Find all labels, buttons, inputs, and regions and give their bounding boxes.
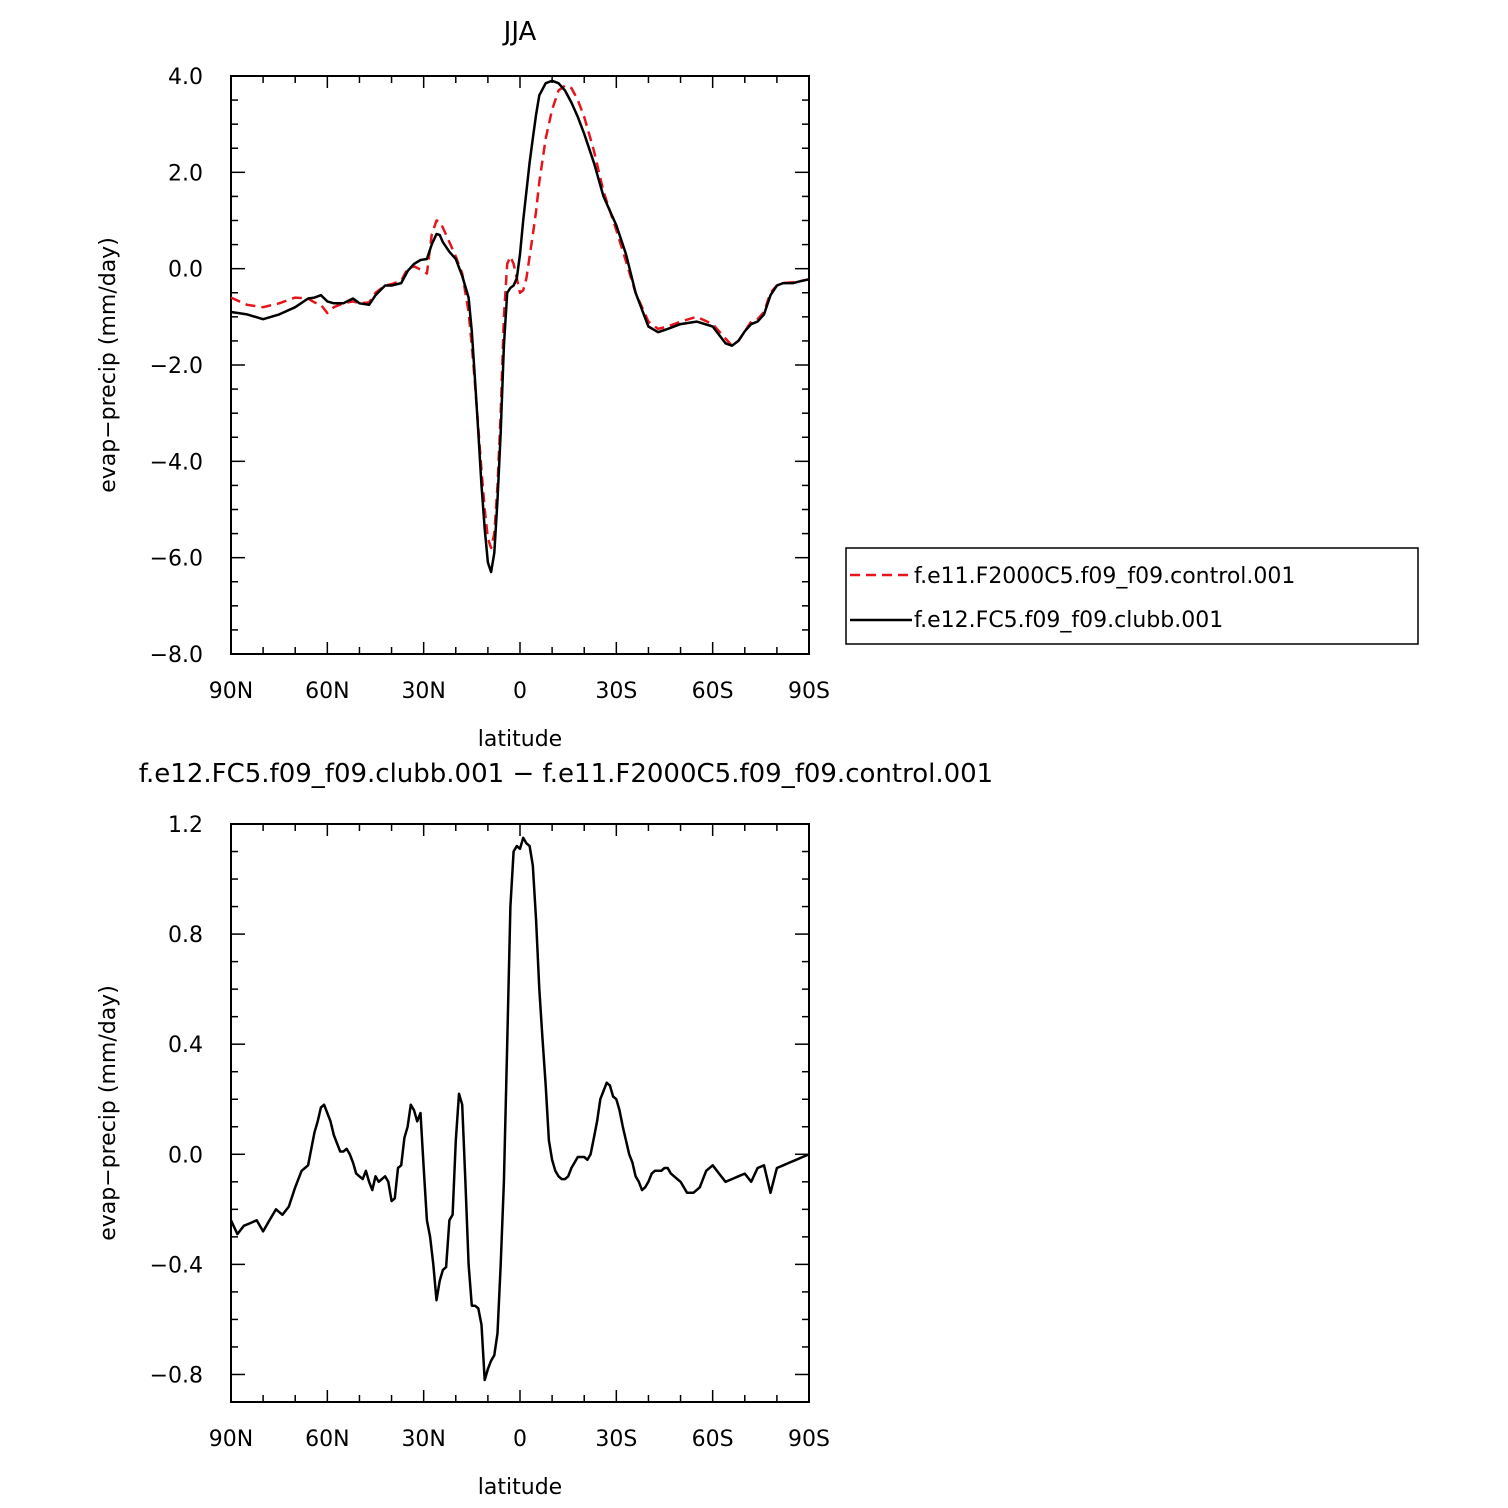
x-tick-label: 30N <box>401 679 445 704</box>
x-tick-label: 90S <box>788 679 830 704</box>
y-tick-label: −2.0 <box>150 354 203 379</box>
x-axis-label: latitude <box>478 727 562 752</box>
y-tick-label: −6.0 <box>150 547 203 572</box>
y-tick-label: 0.0 <box>168 258 203 283</box>
series-line-clubb <box>230 79 810 574</box>
y-axis-label: evap−precip (mm/day) <box>96 237 121 493</box>
legend-label-clubb: f.e12.FC5.f09_f09.clubb.001 <box>914 608 1223 633</box>
x-tick-label: 60S <box>692 679 734 704</box>
y-tick-label: 0.4 <box>168 1033 203 1058</box>
legend-box <box>845 547 1419 645</box>
plot-frame <box>230 823 810 1403</box>
y-tick-label: 4.0 <box>168 65 203 90</box>
legend: f.e11.F2000C5.f09_f09.control.001 f.e12.… <box>845 547 1419 645</box>
y-tick-label: −8.0 <box>150 643 203 668</box>
y-tick-label: 0.0 <box>168 1143 203 1168</box>
x-tick-label: 30N <box>401 1427 445 1452</box>
x-tick-label: 60N <box>305 1427 349 1452</box>
x-tick-label: 90S <box>788 1427 830 1452</box>
x-tick-label: 0 <box>513 1427 527 1452</box>
x-tick-label: 30S <box>595 679 637 704</box>
chart-title: JJA <box>502 17 537 47</box>
y-tick-label: −0.8 <box>150 1363 203 1388</box>
series-line-control <box>230 84 810 550</box>
x-tick-label: 0 <box>513 679 527 704</box>
y-tick-label: 0.8 <box>168 923 203 948</box>
y-tick-label: 2.0 <box>168 161 203 186</box>
y-tick-label: −0.4 <box>150 1253 203 1278</box>
y-tick-label: −4.0 <box>150 450 203 475</box>
x-tick-label: 90N <box>209 679 253 704</box>
chart-title: f.e12.FC5.f09_f09.clubb.001 − f.e11.F200… <box>139 759 993 789</box>
x-tick-label: 60S <box>692 1427 734 1452</box>
y-tick-label: 1.2 <box>168 813 203 838</box>
legend-label-control: f.e11.F2000C5.f09_f09.control.001 <box>914 564 1295 589</box>
y-axis-label: evap−precip (mm/day) <box>96 985 121 1241</box>
plot-frame <box>230 75 810 655</box>
bottom-panel: f.e12.FC5.f09_f09.clubb.001 − f.e11.F200… <box>96 759 993 1500</box>
x-tick-label: 60N <box>305 679 349 704</box>
x-axis-label: latitude <box>478 1475 562 1500</box>
top-panel: JJA 90N 60N 30N 0 30S 60S 90S latitude 4.0 2.0 0.0 −… <box>96 17 830 752</box>
x-tick-label: 90N <box>209 1427 253 1452</box>
series-line-difference <box>229 836 810 1382</box>
x-tick-label: 30S <box>595 1427 637 1452</box>
